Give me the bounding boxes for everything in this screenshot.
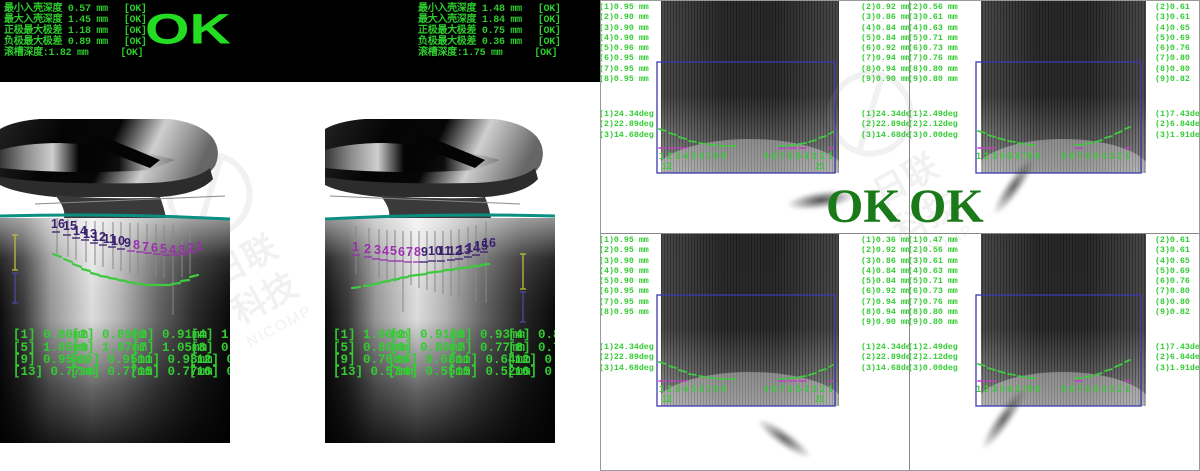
svg-text:6: 6 (1015, 151, 1020, 161)
svg-text:9: 9 (764, 151, 769, 161)
svg-text:4: 4 (683, 151, 688, 161)
svg-text:3: 3 (178, 243, 185, 257)
svg-text:10: 10 (111, 234, 125, 248)
svg-text:8: 8 (772, 151, 777, 161)
svg-text:3: 3 (812, 151, 817, 161)
svg-text:6: 6 (788, 384, 793, 394)
svg-text:7: 7 (1077, 151, 1082, 161)
svg-text:9: 9 (124, 236, 131, 250)
svg-text:2: 2 (1117, 151, 1122, 161)
svg-text:1: 1 (659, 384, 664, 394)
svg-text:1: 1 (1125, 384, 1130, 394)
svg-text:1: 1 (196, 239, 203, 253)
svg-text:5: 5 (691, 151, 696, 161)
svg-text:9: 9 (421, 245, 428, 259)
svg-text:1: 1 (1125, 151, 1130, 161)
svg-text:9: 9 (1061, 384, 1066, 394)
svg-text:[16] 0.52mm: [16] 0.52mm (507, 365, 555, 379)
svg-text:3: 3 (675, 151, 680, 161)
svg-text:4: 4 (1000, 151, 1005, 161)
svg-text:3: 3 (374, 243, 381, 257)
svg-text:4: 4 (382, 244, 389, 258)
svg-text:21: 21 (815, 161, 825, 171)
svg-text:2: 2 (984, 151, 989, 161)
svg-text:1: 1 (976, 151, 981, 161)
svg-text:2: 2 (984, 384, 989, 394)
svg-text:8: 8 (713, 151, 718, 161)
svg-text:4: 4 (1000, 384, 1005, 394)
svg-text:5: 5 (691, 384, 696, 394)
svg-text:5: 5 (1093, 151, 1098, 161)
svg-text:[4] 0.89mm: [4] 0.89mm (508, 328, 555, 342)
svg-text:6: 6 (398, 245, 405, 259)
svg-text:6: 6 (1085, 384, 1090, 394)
svg-text:7: 7 (1077, 384, 1082, 394)
svg-text:8: 8 (133, 238, 140, 252)
svg-text:5: 5 (390, 244, 397, 258)
svg-text:8: 8 (414, 245, 421, 259)
svg-text:9: 9 (721, 151, 726, 161)
svg-text:21: 21 (815, 394, 825, 404)
svg-text:9: 9 (721, 384, 726, 394)
svg-text:1: 1 (976, 384, 981, 394)
svg-text:4: 4 (804, 151, 809, 161)
svg-text:6: 6 (151, 241, 158, 255)
svg-text:8: 8 (1069, 384, 1074, 394)
svg-text:5: 5 (160, 242, 167, 256)
svg-text:9: 9 (1035, 384, 1040, 394)
svg-text:2: 2 (667, 384, 672, 394)
svg-text:5: 5 (796, 151, 801, 161)
svg-text:3: 3 (675, 384, 680, 394)
svg-text:4: 4 (1101, 384, 1106, 394)
svg-text:7: 7 (706, 151, 711, 161)
svg-text:2: 2 (187, 241, 194, 255)
svg-text:4: 4 (683, 384, 688, 394)
svg-text:1: 1 (352, 240, 359, 254)
svg-text:2: 2 (1117, 384, 1122, 394)
svg-text:8: 8 (1069, 151, 1074, 161)
svg-text:2: 2 (820, 384, 825, 394)
svg-text:9: 9 (1061, 151, 1066, 161)
svg-text:6: 6 (699, 151, 704, 161)
svg-text:8: 8 (713, 384, 718, 394)
svg-text:16: 16 (482, 236, 496, 250)
svg-text:9: 9 (764, 384, 769, 394)
svg-text:4: 4 (1101, 151, 1106, 161)
svg-text:3: 3 (992, 151, 997, 161)
svg-text:7: 7 (780, 151, 785, 161)
svg-text:4: 4 (804, 384, 809, 394)
svg-text:2: 2 (364, 242, 371, 256)
svg-text:5: 5 (1093, 384, 1098, 394)
svg-text:8: 8 (772, 384, 777, 394)
svg-text:12: 12 (662, 161, 672, 171)
svg-text:5: 5 (1007, 151, 1012, 161)
svg-text:1: 1 (659, 151, 664, 161)
svg-text:7: 7 (406, 245, 413, 259)
svg-text:3: 3 (992, 384, 997, 394)
svg-text:3: 3 (1109, 151, 1114, 161)
svg-text:6: 6 (788, 151, 793, 161)
svg-text:7: 7 (780, 384, 785, 394)
svg-text:2: 2 (667, 151, 672, 161)
svg-text:3: 3 (812, 384, 817, 394)
svg-text:12: 12 (662, 394, 672, 404)
svg-text:1: 1 (828, 151, 833, 161)
svg-text:[4] 1.02mm: [4] 1.02mm (191, 328, 230, 342)
svg-text:5: 5 (796, 384, 801, 394)
svg-text:3: 3 (1109, 384, 1114, 394)
svg-text:6: 6 (1085, 151, 1090, 161)
svg-text:6: 6 (699, 384, 704, 394)
svg-text:1: 1 (828, 384, 833, 394)
svg-text:7: 7 (706, 384, 711, 394)
svg-text:2: 2 (820, 151, 825, 161)
